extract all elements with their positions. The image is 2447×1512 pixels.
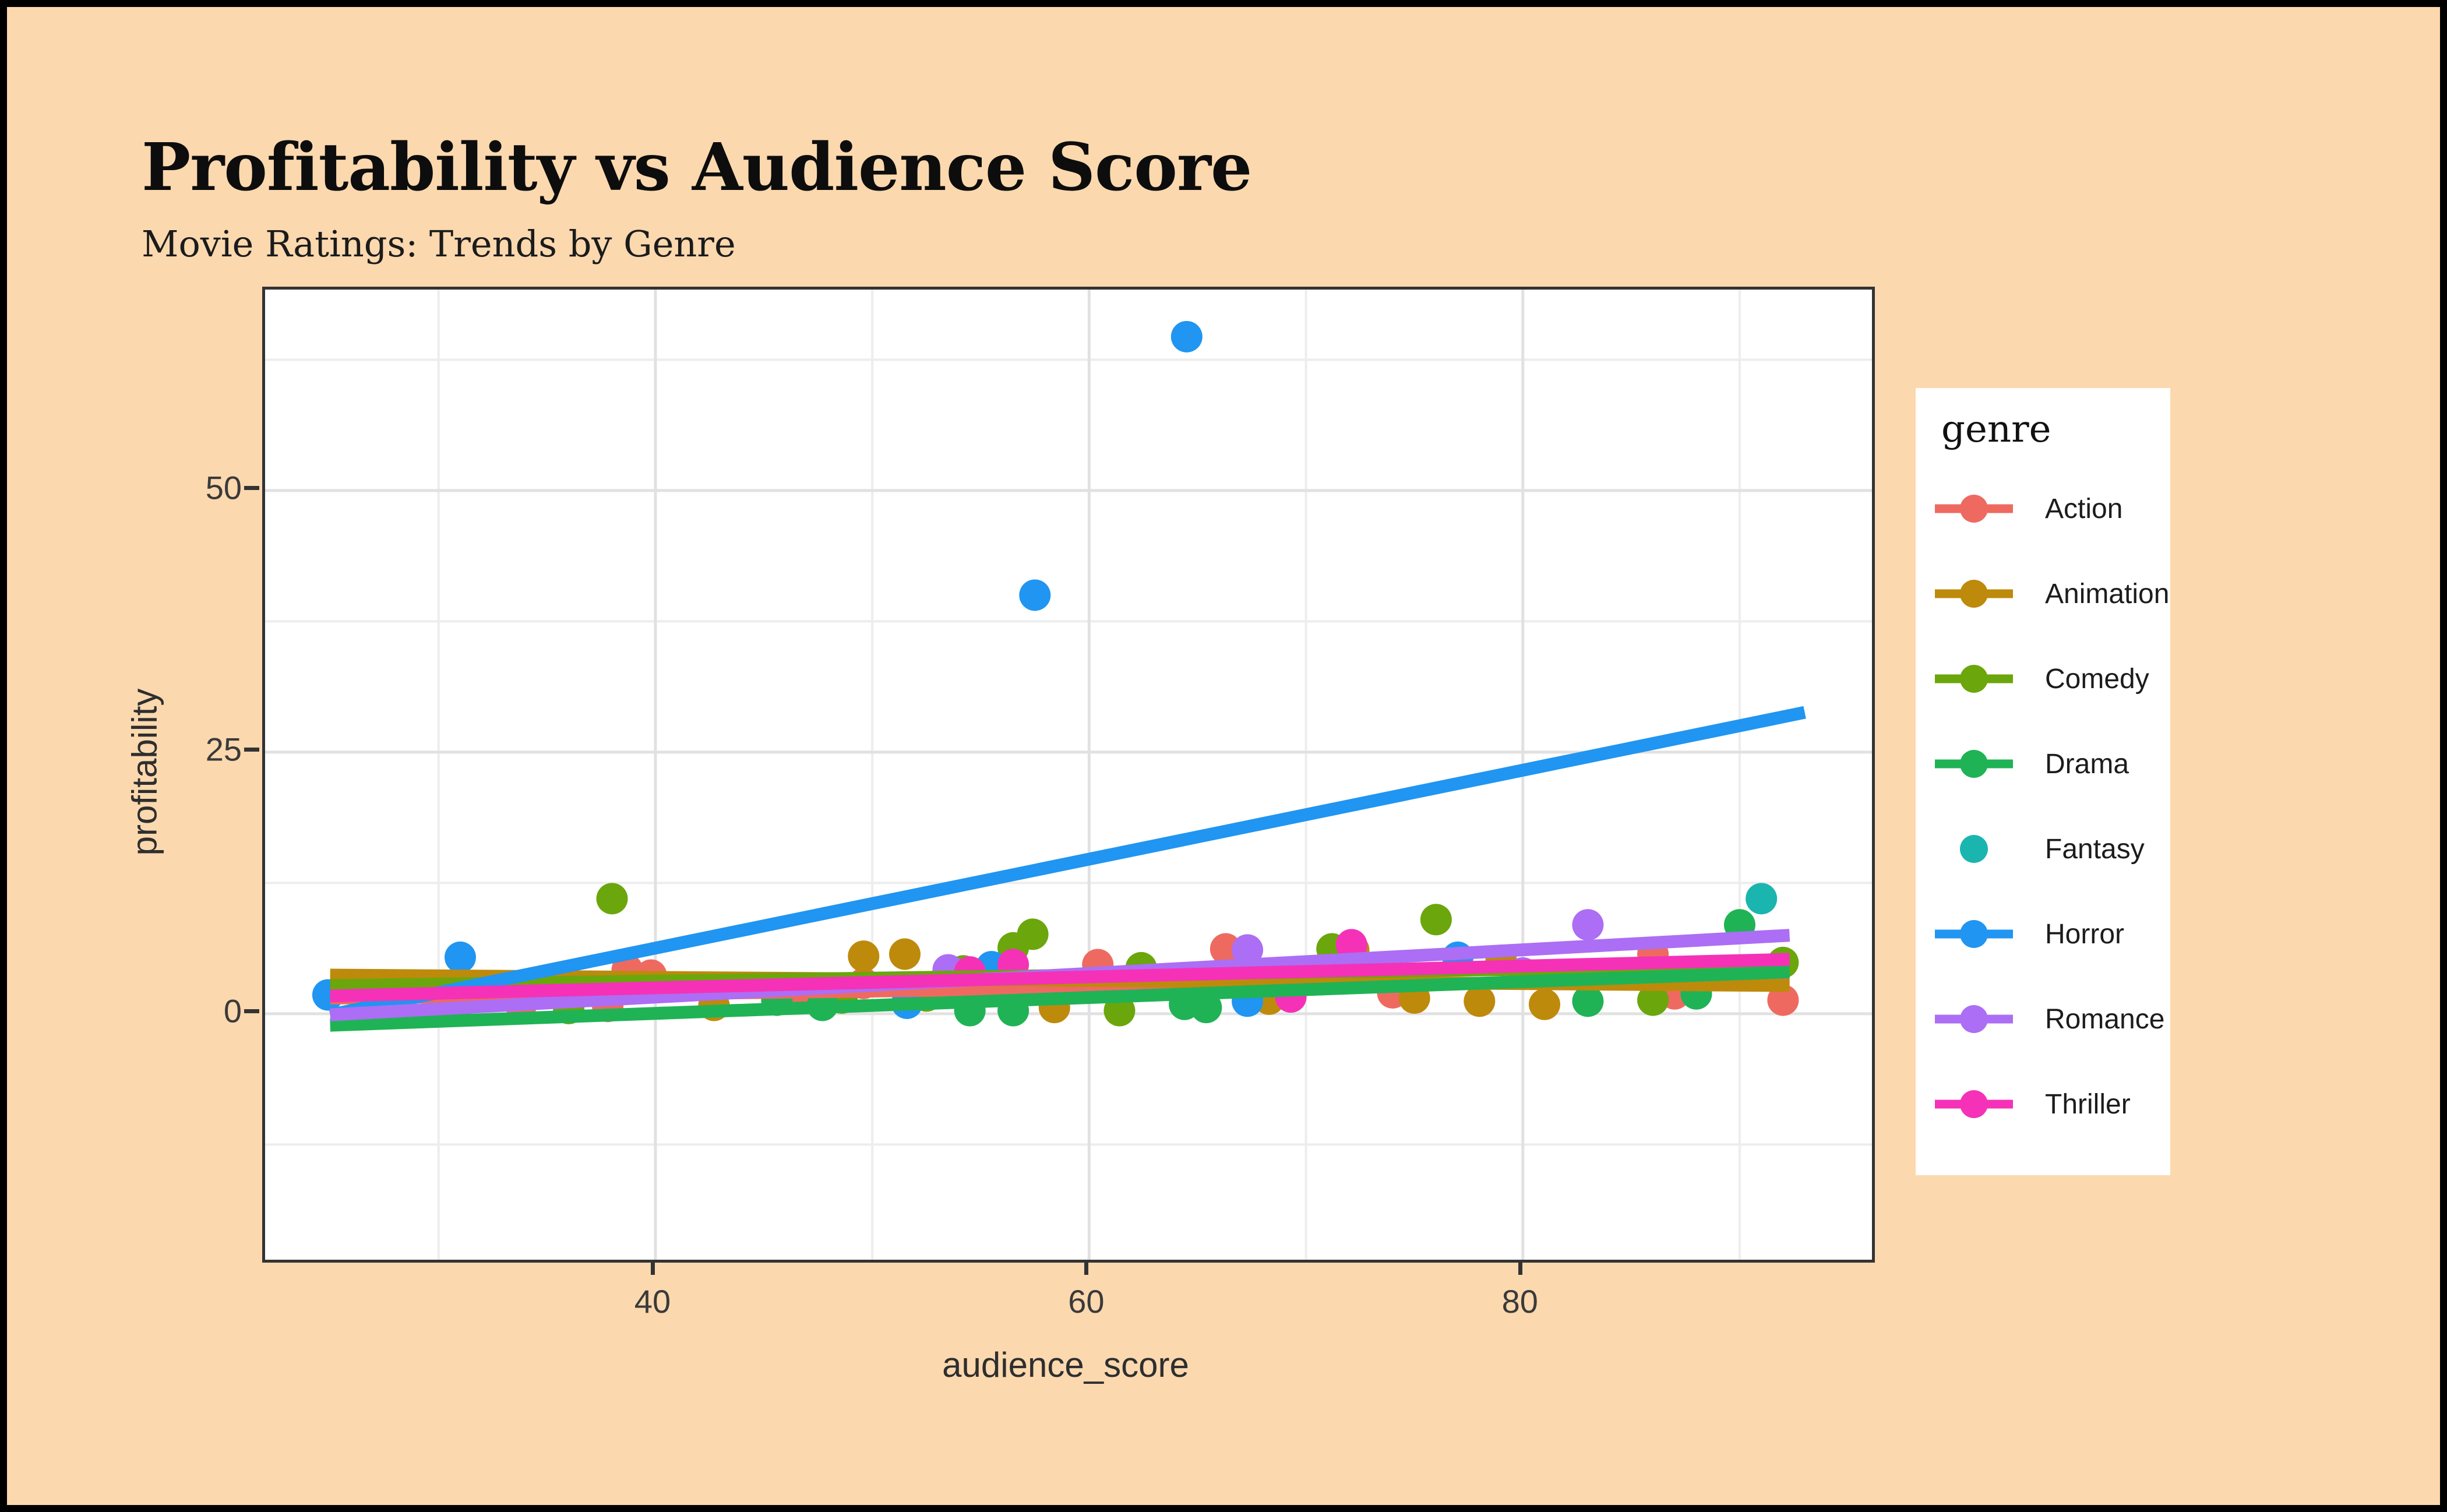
plot-canvas: [265, 290, 1872, 1260]
legend: genre Action Animation Comedy Drama Fantasy H…: [1916, 388, 2170, 1175]
legend-item-thriller[interactable]: Thriller: [1916, 1062, 2170, 1147]
point-horror[interactable]: [444, 941, 476, 973]
trend-line-drama[interactable]: [330, 965, 1790, 1032]
legend-key-icon-comedy: [1935, 665, 2013, 693]
x-tick-mark-80: [1518, 1260, 1522, 1275]
legend-label-horror: Horror: [2045, 918, 2125, 950]
legend-key-point: [1960, 665, 1988, 693]
point-romance[interactable]: [1572, 909, 1604, 941]
y-tick-mark-25: [244, 747, 259, 752]
legend-key-point: [1960, 835, 1988, 863]
point-animation[interactable]: [888, 938, 921, 970]
point-comedy[interactable]: [1017, 918, 1049, 950]
legend-key-point: [1960, 580, 1988, 608]
legend-key-icon-action: [1935, 495, 2013, 523]
x-tick-mark-60: [1084, 1260, 1089, 1275]
legend-item-comedy[interactable]: Comedy: [1916, 636, 2170, 721]
legend-key-icon-thriller: [1935, 1090, 2013, 1118]
x-tick-label-40: 40: [634, 1283, 671, 1320]
legend-item-romance[interactable]: Romance: [1916, 977, 2170, 1062]
legend-label-drama: Drama: [2045, 748, 2129, 780]
point-horror[interactable]: [1019, 579, 1051, 611]
legend-key-icon-fantasy: [1960, 835, 1988, 863]
legend-label-action: Action: [2045, 493, 2123, 524]
legend-key-icon-animation: [1935, 580, 2013, 608]
chart-title: Profitability vs Audience Score: [142, 129, 1252, 206]
chart-subtitle: Movie Ratings: Trends by Genre: [142, 223, 736, 265]
y-tick-label-50: 50: [205, 469, 242, 506]
legend-key-point: [1960, 495, 1988, 523]
point-comedy[interactable]: [1637, 984, 1669, 1016]
legend-label-animation: Animation: [2045, 578, 2170, 609]
plot-panel: [262, 287, 1875, 1263]
y-axis-title: profitability: [125, 688, 164, 856]
point-animation[interactable]: [1528, 988, 1560, 1020]
legend-label-thriller: Thriller: [2045, 1088, 2131, 1120]
legend-item-action[interactable]: Action: [1916, 466, 2170, 551]
legend-key-point: [1960, 1090, 1988, 1118]
y-tick-label-0: 0: [223, 992, 242, 1030]
point-comedy[interactable]: [1420, 904, 1452, 936]
legend-key-icon-drama: [1935, 750, 2013, 778]
legend-item-horror[interactable]: Horror: [1916, 891, 2170, 977]
legend-title: genre: [1941, 408, 2051, 451]
legend-item-fantasy[interactable]: Fantasy: [1916, 806, 2170, 891]
point-action[interactable]: [1767, 984, 1799, 1016]
x-tick-mark-40: [650, 1260, 655, 1275]
point-fantasy[interactable]: [1746, 883, 1778, 915]
legend-item-animation[interactable]: Animation: [1916, 551, 2170, 636]
point-drama[interactable]: [1572, 985, 1604, 1017]
legend-key-point: [1960, 920, 1988, 948]
point-comedy[interactable]: [596, 883, 628, 915]
legend-items: Action Animation Comedy Drama Fantasy Horror R…: [1916, 466, 2170, 1147]
point-animation[interactable]: [848, 940, 880, 972]
trend-line-thriller[interactable]: [330, 953, 1790, 1003]
legend-label-fantasy: Fantasy: [2045, 833, 2145, 865]
y-tick-mark-50: [244, 485, 259, 490]
legend-item-drama[interactable]: Drama: [1916, 721, 2170, 806]
legend-key-icon-romance: [1935, 1005, 2013, 1033]
point-horror[interactable]: [1170, 320, 1203, 353]
trend-line-horror[interactable]: [329, 706, 1806, 1021]
legend-label-romance: Romance: [2045, 1003, 2165, 1035]
x-tick-label-60: 60: [1068, 1283, 1105, 1320]
point-animation[interactable]: [1464, 985, 1496, 1017]
y-tick-mark-0: [244, 1009, 259, 1013]
legend-key-point: [1960, 750, 1988, 778]
y-tick-label-25: 25: [205, 731, 242, 768]
legend-key-point: [1960, 1005, 1988, 1033]
legend-label-comedy: Comedy: [2045, 663, 2149, 695]
legend-key-icon-horror: [1935, 920, 2013, 948]
x-tick-label-80: 80: [1501, 1283, 1538, 1320]
point-romance[interactable]: [1232, 934, 1264, 966]
x-axis-title: audience_score: [942, 1345, 1189, 1384]
